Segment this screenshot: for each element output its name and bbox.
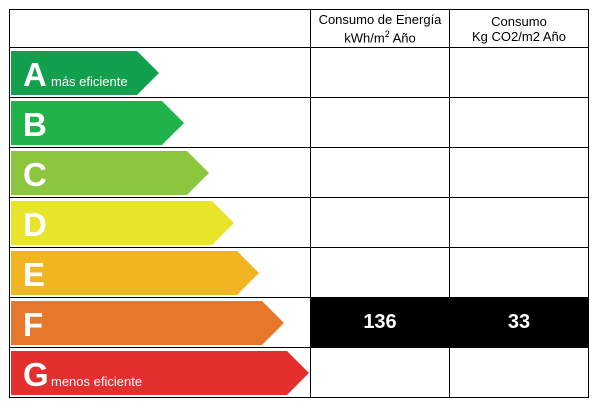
- co2-consumption-header: Consumo Kg CO2/m2 Año: [449, 9, 589, 48]
- band-arrow-e: E: [11, 251, 259, 295]
- band-letter: G: [23, 356, 49, 393]
- co2-value-b: [449, 97, 589, 148]
- band-arrow-shape: [11, 351, 309, 395]
- band-note: más eficiente: [51, 74, 128, 89]
- co2-value-f: 33: [449, 297, 589, 348]
- band-label-cell: B: [9, 97, 311, 148]
- co2-value-e: [449, 247, 589, 298]
- label-column-header: [9, 9, 311, 48]
- energy-value-b: [310, 97, 450, 148]
- band-arrow-shape: [11, 51, 159, 95]
- band-arrow-shape: [11, 251, 259, 295]
- energy-value-d: [310, 197, 450, 248]
- band-label-cell: E: [9, 247, 311, 298]
- band-arrow-shape: [11, 151, 209, 195]
- band-row-e: E: [9, 247, 589, 298]
- band-arrow-f: F: [11, 301, 284, 345]
- co2-value-c: [449, 147, 589, 198]
- band-letter: F: [23, 306, 43, 343]
- band-row-d: D: [9, 197, 589, 248]
- energy-value-g: [310, 347, 450, 398]
- energy-rating-table: Consumo de Energía kWh/m2 Año Consumo Kg…: [9, 9, 589, 398]
- band-row-b: B: [9, 97, 589, 148]
- band-letter: B: [23, 106, 47, 143]
- band-label-cell: D: [9, 197, 311, 248]
- band-arrow-shape: [11, 201, 234, 245]
- energy-value-c: [310, 147, 450, 198]
- energy-header-title: Consumo de Energía: [318, 11, 442, 27]
- energy-value-a: [310, 47, 450, 98]
- band-arrow-c: C: [11, 151, 209, 195]
- band-letter: E: [23, 256, 45, 293]
- band-row-f: F 136 33: [9, 297, 589, 348]
- energy-header-unit: kWh/m2 Año: [344, 28, 416, 46]
- band-arrow-shape: [11, 101, 184, 145]
- energy-value-e: [310, 247, 450, 298]
- energy-consumption-header: Consumo de Energía kWh/m2 Año: [310, 9, 450, 48]
- band-letter: D: [23, 206, 47, 243]
- band-label-cell: F: [9, 297, 311, 348]
- co2-header-unit: Kg CO2/m2 Año: [472, 28, 566, 44]
- band-row-c: C: [9, 147, 589, 198]
- energy-value-f: 136: [310, 297, 450, 348]
- co2-header-title: Consumo: [491, 13, 547, 29]
- band-arrow-shape: [11, 301, 284, 345]
- co2-value-a: [449, 47, 589, 98]
- co2-value-g: [449, 347, 589, 398]
- co2-value-d: [449, 197, 589, 248]
- header-row: Consumo de Energía kWh/m2 Año Consumo Kg…: [9, 9, 589, 48]
- band-note: menos eficiente: [51, 374, 142, 389]
- band-label-cell: C: [9, 147, 311, 198]
- band-letter: A: [23, 56, 47, 93]
- band-letter: C: [23, 156, 47, 193]
- band-arrow-b: B: [11, 101, 184, 145]
- band-arrow-d: D: [11, 201, 234, 245]
